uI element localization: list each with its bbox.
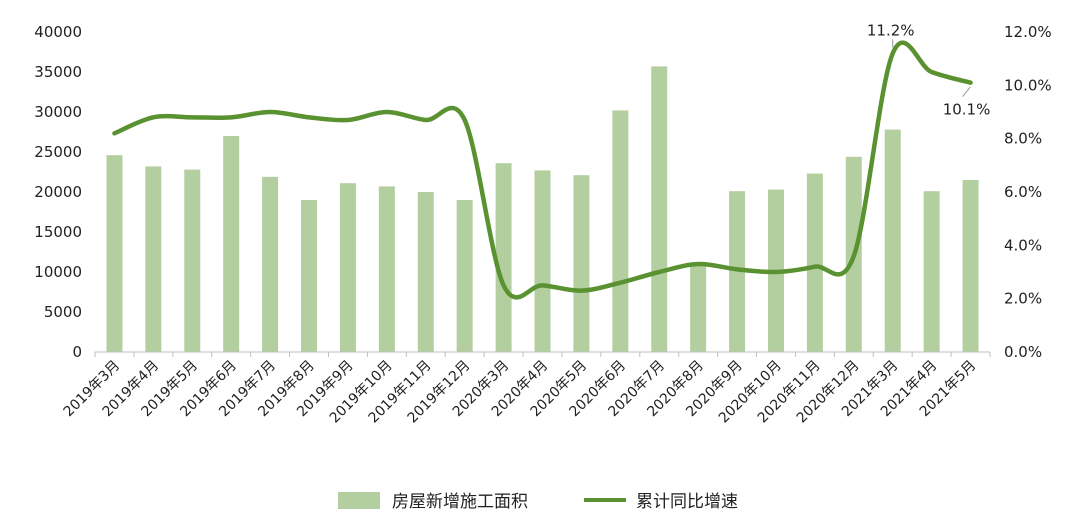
bar <box>807 174 823 352</box>
bar <box>535 170 551 352</box>
bar <box>924 191 940 352</box>
bar <box>496 163 512 352</box>
bar <box>184 170 200 352</box>
left-tick-label: 40000 <box>34 23 82 41</box>
right-axis-ticks: 0.0% 2.0% 4.0% 6.0% 8.0% 10.0% 12.0% <box>1004 23 1052 361</box>
bar-series <box>106 66 978 352</box>
data-label: 10.1% <box>943 101 991 119</box>
left-tick-label: 0 <box>72 343 82 361</box>
left-tick-label: 15000 <box>34 223 82 241</box>
bar <box>223 136 239 352</box>
left-tick-label: 5000 <box>44 303 82 321</box>
legend-bar-label: 房屋新增施工面积 <box>392 492 528 512</box>
bar <box>379 186 395 352</box>
bar <box>301 200 317 352</box>
x-axis-ticks: 2019年3月2019年4月2019年5月2019年6月2019年7月2019年… <box>61 352 990 426</box>
left-tick-label: 20000 <box>34 183 82 201</box>
left-tick-label: 35000 <box>34 63 82 81</box>
bar <box>418 192 434 352</box>
right-tick-label: 12.0% <box>1004 23 1052 41</box>
bar <box>963 180 979 352</box>
bar <box>106 155 122 352</box>
left-axis-ticks: 0 5000 10000 15000 20000 25000 30000 35000 40000 <box>34 23 82 361</box>
legend-line-label: 累计同比增速 <box>636 492 738 512</box>
right-tick-label: 0.0% <box>1004 343 1042 361</box>
left-tick-label: 10000 <box>34 263 82 281</box>
legend-bar-swatch <box>338 492 380 509</box>
right-tick-label: 8.0% <box>1004 130 1042 148</box>
left-tick-label: 30000 <box>34 103 82 121</box>
data-label: 11.2% <box>867 21 915 39</box>
bar <box>262 177 278 352</box>
bar <box>145 166 161 352</box>
right-tick-label: 2.0% <box>1004 290 1042 308</box>
left-tick-label: 25000 <box>34 143 82 161</box>
data-label-leader <box>963 87 971 97</box>
right-tick-label: 10.0% <box>1004 76 1052 94</box>
bar <box>612 110 628 352</box>
bar <box>651 66 667 352</box>
right-tick-label: 6.0% <box>1004 183 1042 201</box>
bar <box>457 200 473 352</box>
bar <box>573 175 589 352</box>
bar <box>340 183 356 352</box>
legend: 房屋新增施工面积 累计同比增速 <box>338 492 738 512</box>
right-tick-label: 4.0% <box>1004 236 1042 254</box>
bar <box>690 262 706 352</box>
bar <box>885 130 901 352</box>
